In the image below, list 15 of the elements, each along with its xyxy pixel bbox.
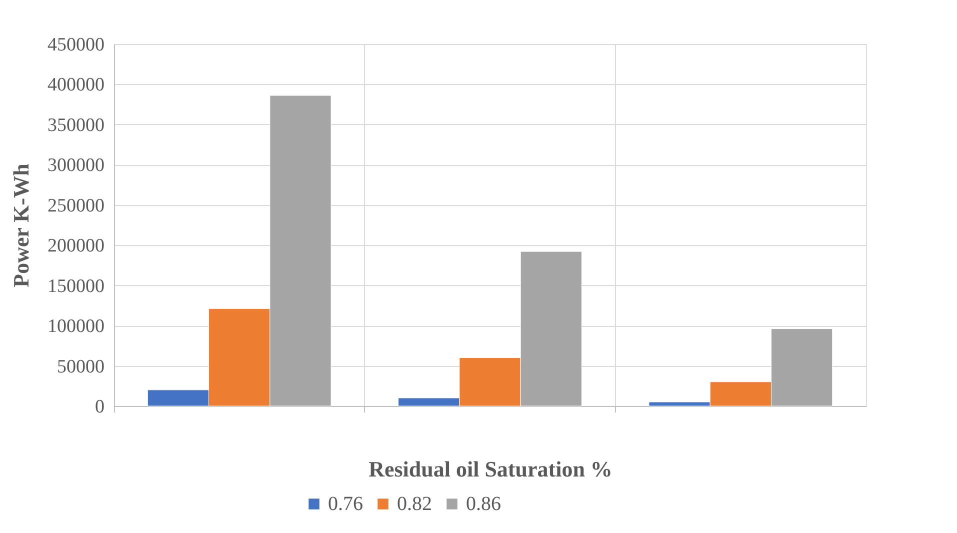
legend-label: 0.82 (397, 493, 432, 515)
y-tick-label: 350000 (48, 114, 104, 136)
x-axis-title: Residual oil Saturation % (368, 456, 612, 482)
legend-label: 0.86 (466, 493, 501, 515)
y-tick-label: 50000 (57, 356, 104, 378)
y-tick-label: 250000 (48, 195, 104, 216)
y-tick-label: 0 (95, 396, 104, 418)
y-tick-label: 200000 (48, 236, 104, 257)
y-tick-label: 450000 (48, 34, 104, 56)
y-tick-label: 300000 (48, 155, 104, 176)
y-tick-label: 150000 (48, 276, 104, 297)
y-axis-title: Power K-Wh (8, 164, 34, 288)
legend-label: 0.76 (328, 493, 363, 515)
y-tick-label: 400000 (48, 74, 104, 96)
y-tick-label: 100000 (48, 316, 104, 338)
